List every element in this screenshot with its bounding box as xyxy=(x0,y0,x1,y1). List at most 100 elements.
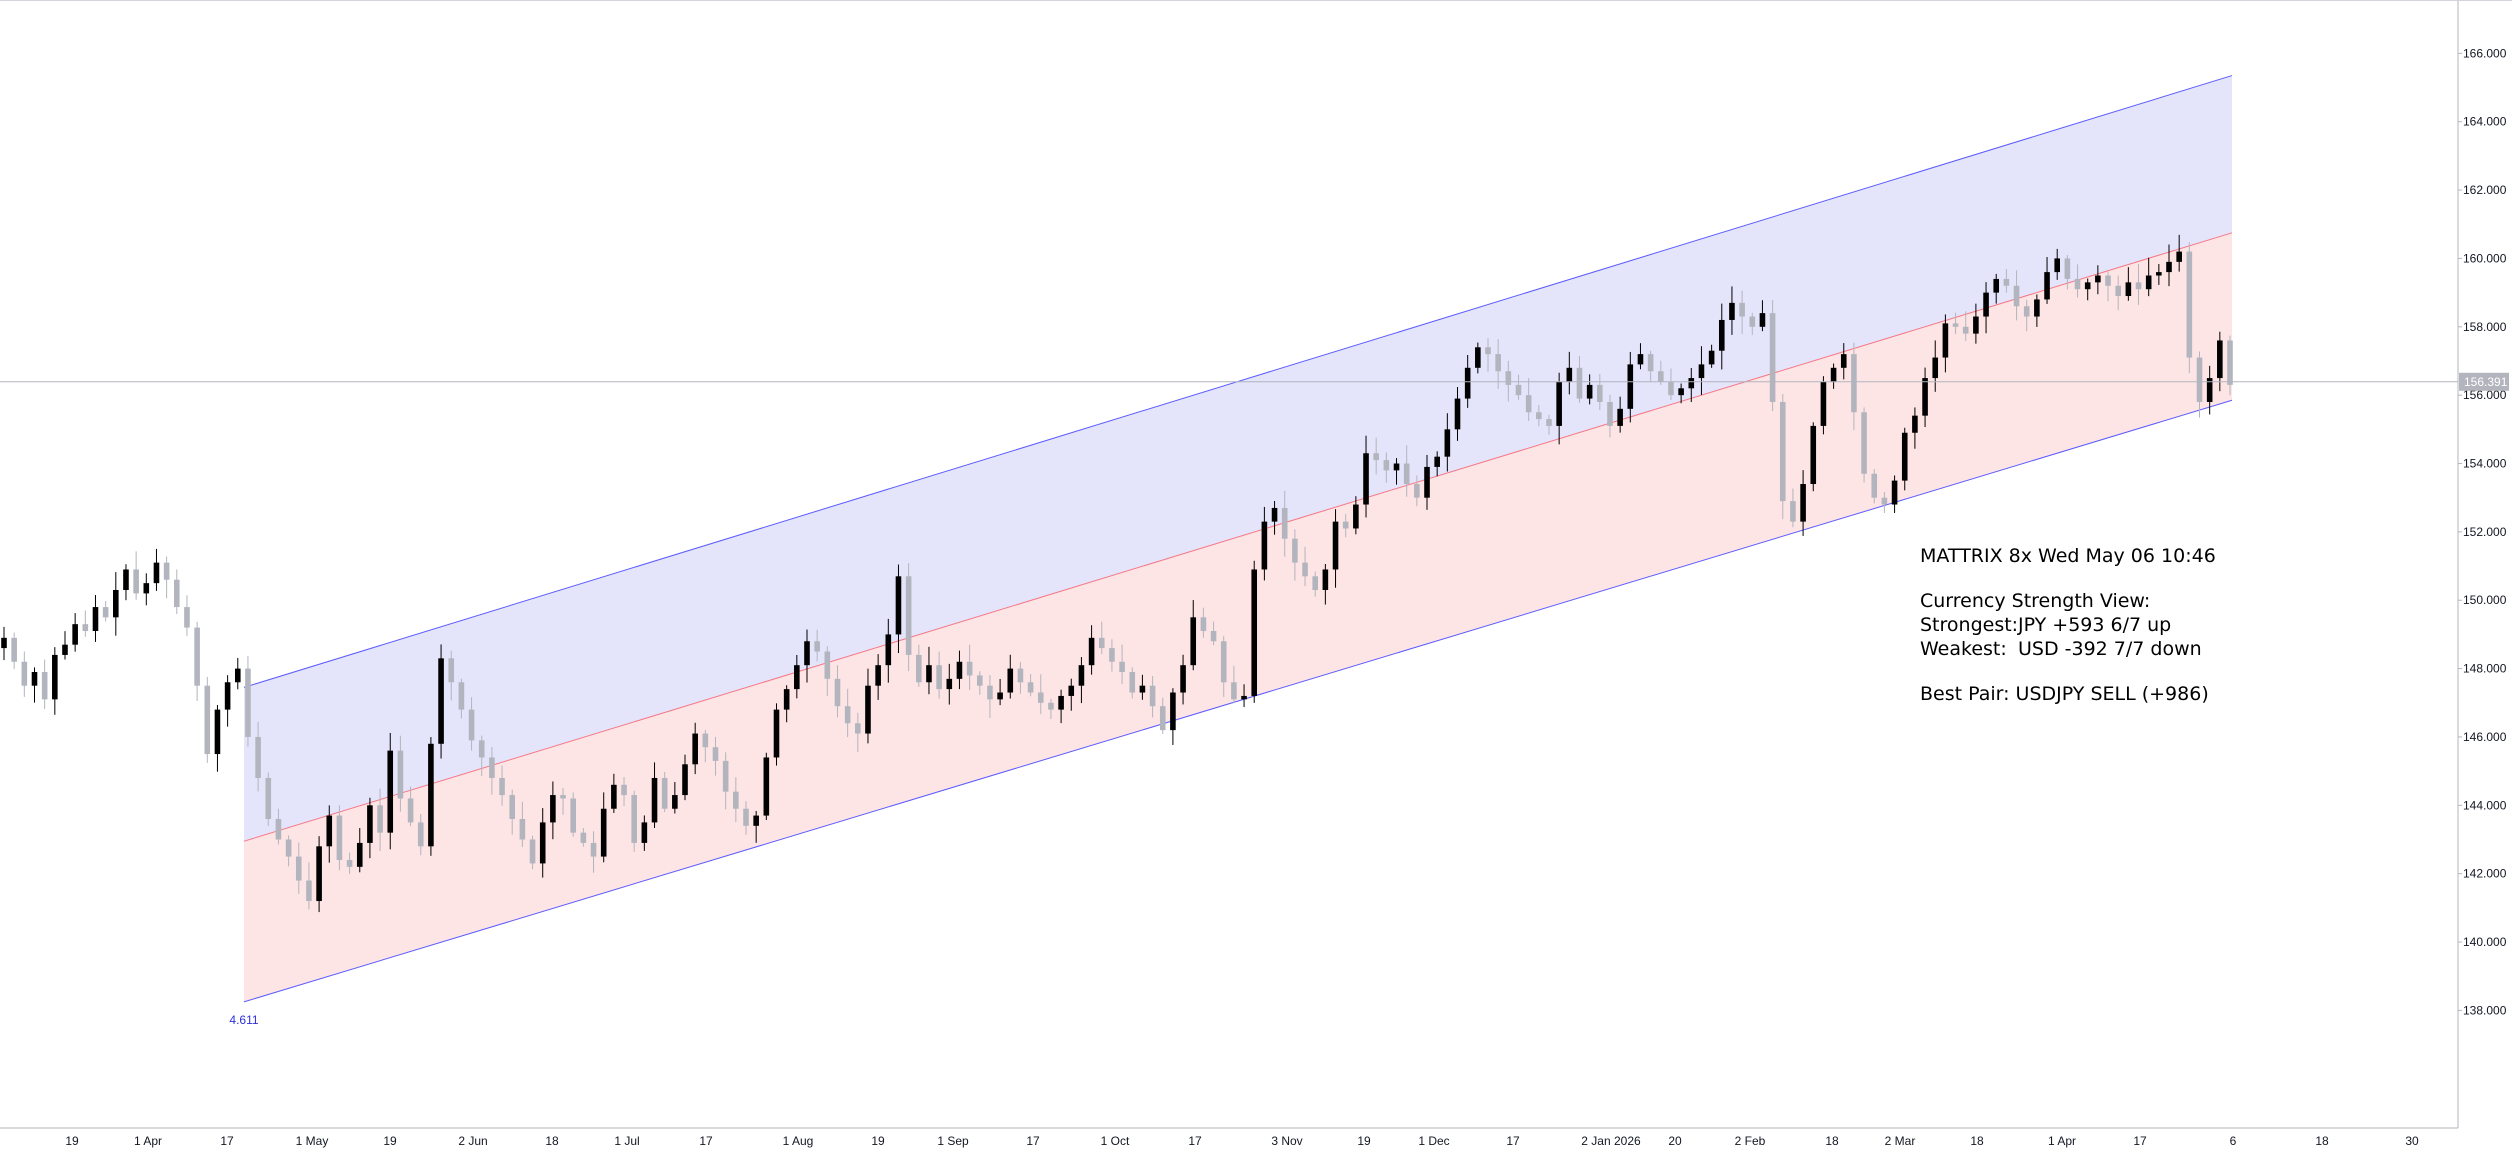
price-tick-label: 160.000 xyxy=(2463,251,2507,265)
candle xyxy=(946,663,953,705)
candle-body xyxy=(1973,316,1979,334)
candle-body xyxy=(682,764,688,796)
time-tick-label: 19 xyxy=(65,1134,79,1148)
candle-body xyxy=(1657,371,1664,382)
candle-body xyxy=(590,842,597,857)
candle-body xyxy=(204,685,211,755)
candle xyxy=(1200,607,1207,638)
annotation-strongest-label: Strongest: xyxy=(1920,614,2018,636)
candle-body xyxy=(31,672,38,686)
candle xyxy=(1952,312,1959,335)
candle-body xyxy=(82,624,89,631)
candle-body xyxy=(2023,306,2030,317)
candle xyxy=(2074,264,2081,298)
candle xyxy=(2145,257,2152,297)
candle-body xyxy=(438,658,444,744)
candle-body xyxy=(306,880,312,902)
candle xyxy=(2044,257,2050,304)
regression-channel[interactable]: 4.611 xyxy=(229,75,2233,1027)
candle-body xyxy=(1607,401,1613,426)
candle xyxy=(905,563,912,672)
candle-body xyxy=(580,832,587,843)
candle xyxy=(407,786,414,827)
candle-body xyxy=(509,795,516,819)
candle xyxy=(367,797,373,859)
candle-body xyxy=(2095,275,2101,283)
price-tick-label: 164.000 xyxy=(2463,115,2507,129)
candle xyxy=(1983,282,1989,334)
time-axis[interactable]: 19 1 Apr 17 1 May 19 2 Jun 18 1 Jul 17 1 Aug 19 1 S… xyxy=(65,1134,2419,1148)
candle-body xyxy=(1231,682,1237,700)
candle-body xyxy=(1373,453,1379,461)
candle-body xyxy=(1586,384,1593,399)
candle-body xyxy=(1139,685,1146,693)
candle-body xyxy=(651,777,658,823)
time-tick-label: 17 xyxy=(1026,1134,1040,1148)
annotation-best-pair: Best Pair: USDJPY SELL (+986) xyxy=(1920,683,2209,705)
candle-body xyxy=(234,668,241,683)
time-tick-label: 2 Mar xyxy=(1885,1134,1916,1148)
time-tick-label: 6 xyxy=(2230,1134,2237,1148)
candle-body xyxy=(1302,562,1308,577)
candle xyxy=(1718,303,1725,370)
candle xyxy=(590,831,597,873)
candle xyxy=(92,595,99,642)
candle xyxy=(1444,413,1451,472)
candle-body xyxy=(1454,398,1461,430)
candle-body xyxy=(2044,272,2050,300)
candle xyxy=(275,808,282,845)
candle xyxy=(1281,490,1288,557)
candle-body xyxy=(804,641,810,666)
candle xyxy=(1048,698,1054,720)
candle xyxy=(1912,407,1918,449)
candle xyxy=(1515,374,1522,400)
candle-body xyxy=(1749,316,1756,327)
candle-body xyxy=(600,808,607,857)
current-price-label: 156.391 xyxy=(2464,375,2508,389)
candle xyxy=(123,564,129,601)
candle-body xyxy=(550,795,556,823)
candle xyxy=(1373,437,1379,475)
candle xyxy=(570,792,577,837)
candle-body xyxy=(113,589,119,618)
candle-body xyxy=(865,685,871,734)
price-axis[interactable]: 166.000 164.000 162.000 160.000 158.000 156.0… xyxy=(2458,46,2509,1017)
time-tick-label: 19 xyxy=(871,1134,885,1148)
candle-body xyxy=(1363,453,1369,505)
candle-body xyxy=(1200,617,1207,631)
candle-body xyxy=(1220,641,1227,683)
candle xyxy=(1363,435,1369,518)
candle-body xyxy=(336,815,343,861)
candle-body xyxy=(987,685,993,700)
candle-body xyxy=(875,665,881,686)
candle-body xyxy=(1739,302,1745,317)
candle-body xyxy=(1505,371,1512,385)
candle-body xyxy=(184,607,190,628)
candle-body xyxy=(2135,282,2142,290)
candle-body xyxy=(1464,367,1471,399)
candle xyxy=(1769,300,1776,412)
price-tick-label: 144.000 xyxy=(2463,798,2507,812)
candle xyxy=(1536,405,1542,427)
time-tick-label: 1 Sep xyxy=(937,1134,969,1148)
candle-body xyxy=(1840,354,1847,368)
channel-lower-line[interactable] xyxy=(243,399,2233,1003)
candle-body xyxy=(1281,507,1288,539)
candle-body xyxy=(763,757,770,816)
channel-mid-line[interactable] xyxy=(243,232,2233,842)
candle-body xyxy=(1444,429,1451,457)
candle xyxy=(844,688,851,738)
candle xyxy=(834,665,841,718)
candle-body xyxy=(285,839,292,857)
candle-body xyxy=(2125,282,2132,297)
candle xyxy=(1525,378,1532,421)
candle xyxy=(1149,676,1156,718)
candle xyxy=(885,618,892,683)
candle xyxy=(966,644,973,690)
candle xyxy=(915,644,922,687)
candle-body xyxy=(1403,463,1410,485)
candle xyxy=(1017,662,1024,694)
candle xyxy=(1647,350,1654,383)
channel-start-label: 4.611 xyxy=(229,1013,258,1027)
